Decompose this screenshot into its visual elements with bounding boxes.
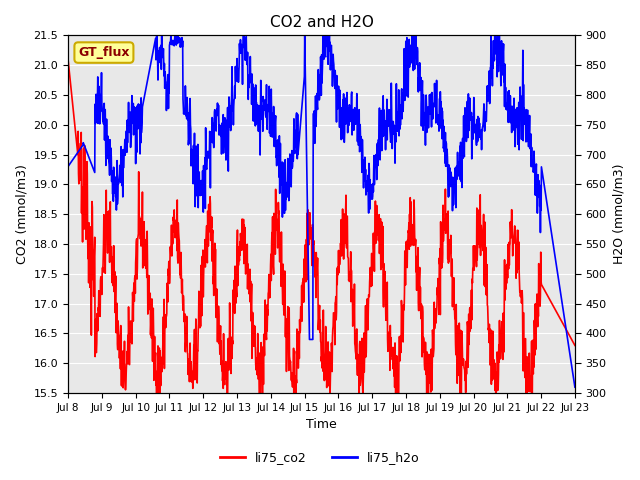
X-axis label: Time: Time (306, 419, 337, 432)
li75_co2 (124, 333, 132, 338)
li75_co2 (153, 427, 161, 433)
li75_co2 (571, 343, 579, 348)
li75_h2o (353, 91, 361, 96)
li75_co2 (299, 291, 307, 297)
li75_h2o (153, 29, 161, 35)
Line: li75_co2: li75_co2 (68, 59, 575, 430)
Line: li75_h2o: li75_h2o (68, 32, 575, 387)
li75_h2o (290, 116, 298, 122)
li75_co2 (64, 56, 72, 62)
li75_h2o (299, 90, 307, 96)
Y-axis label: H2O (mmol/m3): H2O (mmol/m3) (612, 164, 625, 264)
li75_co2 (280, 279, 287, 285)
li75_h2o (280, 189, 287, 194)
li75_co2 (353, 326, 361, 332)
li75_h2o (64, 164, 72, 169)
li75_h2o (104, 156, 111, 161)
li75_co2 (104, 230, 111, 236)
Legend: li75_co2, li75_h2o: li75_co2, li75_h2o (215, 446, 425, 469)
li75_h2o (571, 384, 579, 390)
Y-axis label: CO2 (mmol/m3): CO2 (mmol/m3) (15, 164, 28, 264)
Text: GT_flux: GT_flux (78, 46, 130, 59)
li75_h2o (124, 118, 132, 124)
li75_co2 (290, 420, 298, 425)
Title: CO2 and H2O: CO2 and H2O (269, 15, 373, 30)
